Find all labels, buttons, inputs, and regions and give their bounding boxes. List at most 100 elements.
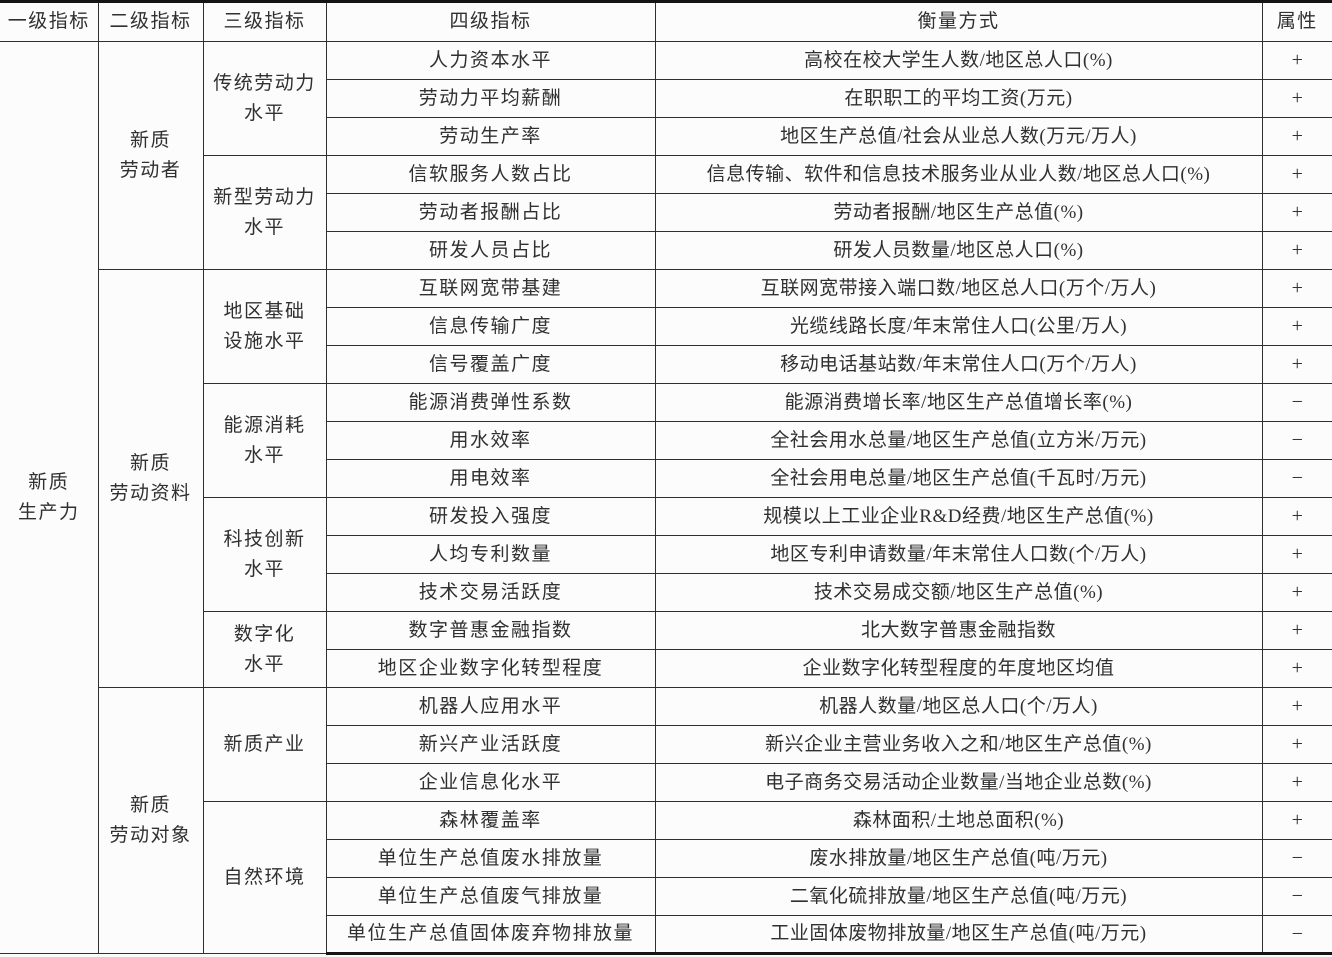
header-row: 一级指标 二级指标 三级指标 四级指标 衡量方式 属性: [0, 0, 1332, 42]
attribute-cell: −: [1261, 915, 1332, 955]
header-level2: 二级指标: [97, 0, 204, 42]
table-row: 信号覆盖广度 移动电话基站数/年末常住人口(万个/万人) +: [0, 345, 1332, 384]
attribute-cell: −: [1261, 839, 1332, 878]
indicator-cell: 新兴产业活跃度: [325, 725, 656, 764]
indicator-cell: 机器人应用水平: [325, 687, 656, 726]
indicator-cell: 用电效率: [325, 459, 656, 498]
measure-cell: 在职职工的平均工资(万元): [654, 79, 1263, 118]
attribute-cell: −: [1261, 459, 1332, 498]
attribute-cell: +: [1261, 79, 1332, 118]
measure-cell: 机器人数量/地区总人口(个/万人): [654, 687, 1263, 726]
level2-cell: 新质 劳动对象: [97, 687, 204, 954]
attribute-cell: −: [1261, 383, 1332, 422]
measure-cell: 互联网宽带接入端口数/地区总人口(万个/万人): [654, 269, 1263, 308]
level3-cell: 自然环境: [202, 801, 327, 954]
header-attribute: 属性: [1261, 0, 1332, 42]
attribute-cell: +: [1261, 535, 1332, 574]
level3-cell: 新型劳动力 水平: [202, 155, 327, 270]
measure-cell: 高校在校大学生人数/地区总人口(%): [654, 41, 1263, 80]
table-row: 单位生产总值固体废弃物排放量 工业固体废物排放量/地区生产总值(吨/万元) −: [0, 915, 1332, 955]
attribute-cell: +: [1261, 649, 1332, 688]
indicator-cell: 劳动力平均薪酬: [325, 79, 656, 118]
header-level1: 一级指标: [0, 0, 99, 42]
level3-cell: 新质产业: [202, 687, 327, 802]
header-measure: 衡量方式: [654, 0, 1263, 42]
attribute-cell: +: [1261, 763, 1332, 802]
attribute-cell: +: [1261, 117, 1332, 156]
indicator-cell: 人力资本水平: [325, 41, 656, 80]
attribute-cell: +: [1261, 611, 1332, 650]
level3-cell: 地区基础 设施水平: [202, 269, 327, 384]
attribute-cell: −: [1261, 421, 1332, 460]
indicator-cell: 技术交易活跃度: [325, 573, 656, 612]
measure-cell: 地区专利申请数量/年末常住人口数(个/万人): [654, 535, 1263, 574]
indicator-cell: 用水效率: [325, 421, 656, 460]
table-row: 劳动生产率 地区生产总值/社会从业总人数(万元/万人) +: [0, 117, 1332, 156]
level3-cell: 传统劳动力 水平: [202, 41, 327, 156]
indicator-cell: 研发人员占比: [325, 231, 656, 270]
measure-cell: 能源消费增长率/地区生产总值增长率(%): [654, 383, 1263, 422]
measure-cell: 工业固体废物排放量/地区生产总值(吨/万元): [654, 915, 1263, 955]
measure-cell: 二氧化硫排放量/地区生产总值(吨/万元): [654, 877, 1263, 916]
indicator-cell: 单位生产总值固体废弃物排放量: [325, 915, 656, 955]
table-row: 新质 劳动资料 地区基础 设施水平 互联网宽带基建 互联网宽带接入端口数/地区总…: [0, 269, 1332, 688]
indicator-cell: 数字普惠金融指数: [325, 611, 656, 650]
table-row: 能源消耗 水平 能源消费弹性系数 能源消费增长率/地区生产总值增长率(%) −: [0, 383, 1332, 498]
table-row: 地区企业数字化转型程度 企业数字化转型程度的年度地区均值 +: [0, 649, 1332, 688]
table-row: 新兴产业活跃度 新兴企业主营业务收入之和/地区生产总值(%) +: [0, 725, 1332, 764]
table-row: 新质 劳动对象 新质产业 机器人应用水平 机器人数量/地区总人口(个/万人) +: [0, 687, 1332, 954]
indicator-cell: 森林覆盖率: [325, 801, 656, 840]
indicator-cell: 研发投入强度: [325, 497, 656, 536]
table-row: 劳动者报酬占比 劳动者报酬/地区生产总值(%) +: [0, 193, 1332, 232]
table-row: 研发人员占比 研发人员数量/地区总人口(%) +: [0, 231, 1332, 270]
table-row: 新型劳动力 水平 信软服务人数占比 信息传输、软件和信息技术服务业从业人数/地区…: [0, 155, 1332, 270]
measure-cell: 全社会用电总量/地区生产总值(千瓦时/万元): [654, 459, 1263, 498]
measure-cell: 电子商务交易活动企业数量/当地企业总数(%): [654, 763, 1263, 802]
table-row: 自然环境 森林覆盖率 森林面积/土地总面积(%) +: [0, 801, 1332, 954]
attribute-cell: +: [1261, 345, 1332, 384]
level3-cell: 能源消耗 水平: [202, 383, 327, 498]
measure-cell: 移动电话基站数/年末常住人口(万个/万人): [654, 345, 1263, 384]
indicator-cell: 单位生产总值废气排放量: [325, 877, 656, 916]
attribute-cell: +: [1261, 573, 1332, 612]
table-row: 用水效率 全社会用水总量/地区生产总值(立方米/万元) −: [0, 421, 1332, 460]
attribute-cell: +: [1261, 269, 1332, 308]
header-level3: 三级指标: [202, 0, 327, 42]
level3-cell: 数字化 水平: [202, 611, 327, 688]
measure-cell: 企业数字化转型程度的年度地区均值: [654, 649, 1263, 688]
measure-cell: 劳动者报酬/地区生产总值(%): [654, 193, 1263, 232]
attribute-cell: +: [1261, 155, 1332, 194]
attribute-cell: +: [1261, 687, 1332, 726]
attribute-cell: +: [1261, 307, 1332, 346]
header-level4: 四级指标: [325, 0, 656, 42]
attribute-cell: +: [1261, 231, 1332, 270]
attribute-cell: +: [1261, 41, 1332, 80]
measure-cell: 新兴企业主营业务收入之和/地区生产总值(%): [654, 725, 1263, 764]
indicator-cell: 单位生产总值废水排放量: [325, 839, 656, 878]
level3-cell: 科技创新 水平: [202, 497, 327, 612]
indicator-cell: 能源消费弹性系数: [325, 383, 656, 422]
measure-cell: 全社会用水总量/地区生产总值(立方米/万元): [654, 421, 1263, 460]
measure-cell: 信息传输、软件和信息技术服务业从业人数/地区总人口(%): [654, 155, 1263, 194]
table-row: 科技创新 水平 研发投入强度 规模以上工业企业R&D经费/地区生产总值(%) +: [0, 497, 1332, 612]
table-row: 人均专利数量 地区专利申请数量/年末常住人口数(个/万人) +: [0, 535, 1332, 574]
table-row: 企业信息化水平 电子商务交易活动企业数量/当地企业总数(%) +: [0, 763, 1332, 802]
measure-cell: 技术交易成交额/地区生产总值(%): [654, 573, 1263, 612]
table-row: 数字化 水平 数字普惠金融指数 北大数字普惠金融指数 +: [0, 611, 1332, 688]
measure-cell: 规模以上工业企业R&D经费/地区生产总值(%): [654, 497, 1263, 536]
measure-cell: 废水排放量/地区生产总值(吨/万元): [654, 839, 1263, 878]
table-row: 新质 生产力 新质 劳动者 传统劳动力 水平 人力资本水平 高校在校大学生人数/…: [0, 41, 1332, 954]
indicator-cell: 地区企业数字化转型程度: [325, 649, 656, 688]
table-row: 信息传输广度 光缆线路长度/年末常住人口(公里/万人) +: [0, 307, 1332, 346]
indicator-cell: 信息传输广度: [325, 307, 656, 346]
level1-cell: 新质 生产力: [0, 41, 99, 954]
indicator-cell: 互联网宽带基建: [325, 269, 656, 308]
attribute-cell: −: [1261, 877, 1332, 916]
attribute-cell: +: [1261, 497, 1332, 536]
measure-cell: 光缆线路长度/年末常住人口(公里/万人): [654, 307, 1263, 346]
attribute-cell: +: [1261, 725, 1332, 764]
measure-cell: 研发人员数量/地区总人口(%): [654, 231, 1263, 270]
attribute-cell: +: [1261, 193, 1332, 232]
indicator-cell: 信号覆盖广度: [325, 345, 656, 384]
